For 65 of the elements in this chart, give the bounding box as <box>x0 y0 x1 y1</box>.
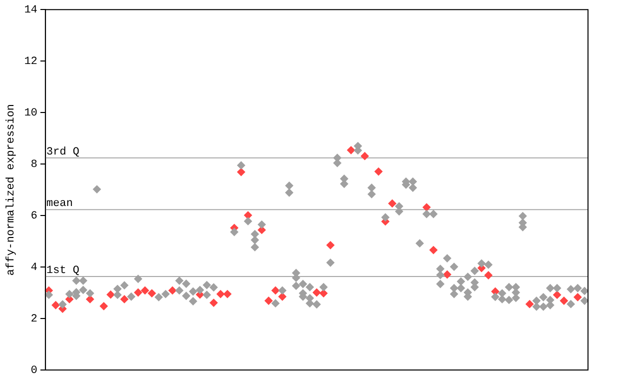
point <box>114 290 122 299</box>
point <box>580 296 589 305</box>
y-tick-label: 4 <box>30 262 38 274</box>
point <box>374 168 383 176</box>
y-tick-label: 8 <box>30 158 38 171</box>
point <box>285 188 294 197</box>
y-tick-label: 14 <box>24 4 38 17</box>
point <box>168 286 176 294</box>
point <box>312 288 321 297</box>
point <box>189 297 198 306</box>
y-axis-title: affy-normalized expression <box>6 104 18 276</box>
point <box>237 168 246 176</box>
point <box>202 290 211 299</box>
point <box>368 190 376 198</box>
point <box>566 300 575 308</box>
point <box>456 284 465 292</box>
point <box>175 286 184 294</box>
point <box>140 286 149 294</box>
ref-line-label: mean <box>46 198 73 210</box>
point <box>498 295 506 304</box>
point <box>532 302 540 311</box>
point <box>320 289 328 298</box>
point <box>388 199 396 208</box>
point <box>450 284 458 292</box>
point <box>429 246 438 254</box>
point <box>223 290 232 298</box>
point <box>120 295 128 304</box>
point <box>408 184 417 192</box>
point <box>52 301 60 310</box>
point <box>574 293 582 302</box>
point <box>79 286 88 294</box>
point <box>436 271 444 280</box>
point <box>484 271 492 280</box>
point <box>264 296 273 305</box>
point <box>553 290 562 299</box>
y-tick-label: 2 <box>30 313 38 326</box>
point <box>505 296 514 304</box>
point <box>134 288 142 297</box>
point <box>216 290 225 298</box>
point <box>422 203 431 212</box>
point <box>526 300 534 308</box>
point <box>450 290 458 298</box>
point <box>148 289 156 298</box>
point <box>326 241 334 250</box>
y-tick-label: 10 <box>24 107 38 120</box>
y-tick-label: 0 <box>30 364 38 377</box>
y-tick-label: 6 <box>30 210 38 222</box>
point <box>539 302 548 311</box>
point <box>292 282 300 290</box>
point <box>560 296 568 305</box>
point <box>443 270 452 278</box>
point <box>106 290 115 299</box>
ref-line-label: 3rd Q <box>46 146 80 158</box>
point <box>271 286 280 294</box>
point <box>347 146 356 154</box>
point <box>278 292 286 301</box>
ref-line-label: 1st Q <box>46 264 80 277</box>
point <box>182 292 190 300</box>
point <box>360 152 369 160</box>
y-tick-label: 12 <box>24 56 38 68</box>
point <box>250 243 259 252</box>
point <box>436 280 444 288</box>
point <box>210 298 218 307</box>
point <box>250 236 259 244</box>
point <box>100 302 108 310</box>
